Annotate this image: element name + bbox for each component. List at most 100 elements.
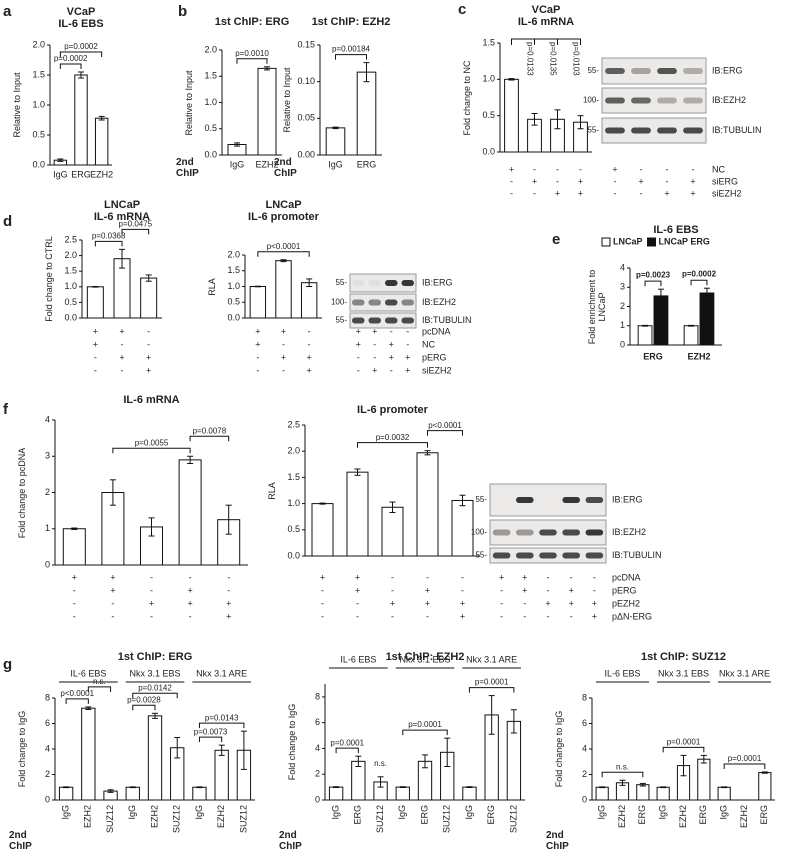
significance-bracket <box>690 279 708 286</box>
legend-label: LNCaP <box>613 236 643 246</box>
blot-band <box>631 127 651 134</box>
condition-sign: - <box>321 611 324 621</box>
condition-sign: - <box>406 339 409 349</box>
condition-sign: - <box>547 585 550 595</box>
bar <box>699 292 715 346</box>
y-axis-label: RLA <box>267 481 277 500</box>
condition-sign: - <box>640 188 643 198</box>
condition-sign: - <box>189 572 192 582</box>
blot-band <box>539 529 557 536</box>
bar <box>147 715 163 801</box>
group-label: Nkx 3.1 EBS <box>658 668 709 678</box>
condition-sign: - <box>593 585 596 595</box>
y-axis-label: Relative to Input <box>184 69 194 136</box>
condition-sign: - <box>614 176 617 186</box>
condition-label: pEZH2 <box>612 598 640 608</box>
chart-title: LNCaP <box>104 199 140 211</box>
blot-label: IB:TUBULIN <box>712 125 762 135</box>
group-label: IL-6 EBS <box>340 654 376 664</box>
y-tick-label: 1.5 <box>64 266 77 276</box>
blot-band <box>585 529 604 536</box>
x-tick-label: EZH2 <box>149 805 159 828</box>
x-tick-label: SUZ12 <box>172 805 182 833</box>
panel-letter: g <box>3 656 12 673</box>
blot-band <box>585 552 604 559</box>
blot-band <box>683 127 703 134</box>
significance-bracket <box>644 280 662 287</box>
significance-label: p=0.0073 <box>194 727 228 736</box>
x-tick-label: ERG <box>643 351 663 361</box>
x-tick-label: EZH2 <box>83 805 93 828</box>
panel-letter: d <box>3 213 12 230</box>
blot-band <box>657 97 677 104</box>
condition-sign: - <box>500 585 503 595</box>
y-tick-label: 2 <box>620 301 625 311</box>
blot-band <box>562 552 581 559</box>
blot-band <box>368 317 382 324</box>
x-tick-label: ERG <box>353 805 363 825</box>
condition-sign: - <box>256 365 259 375</box>
panel-letter: a <box>3 3 12 20</box>
y-tick-label: 1 <box>45 523 50 533</box>
chart-title: 1st ChIP: EZH2 <box>386 651 465 663</box>
bar <box>758 772 772 801</box>
y-tick-label: 6 <box>582 718 587 728</box>
y-axis-label: Fold change to IgG <box>287 703 297 781</box>
blot-band <box>401 317 415 324</box>
blot-band <box>515 529 534 536</box>
x-tick-label: SUZ12 <box>442 805 452 833</box>
blot-label: IB:EZH2 <box>612 527 646 537</box>
significance-bracket <box>59 51 103 57</box>
blot-marker: 55- <box>587 66 599 75</box>
condition-sign: - <box>547 572 550 582</box>
y-tick-label: 0.0 <box>32 159 45 169</box>
significance-bracket <box>335 747 359 754</box>
condition-sign: - <box>547 611 550 621</box>
condition-sign: - <box>373 339 376 349</box>
y-tick-label: 1 <box>620 320 625 330</box>
condition-sign: + <box>72 572 77 582</box>
condition-sign: - <box>357 352 360 362</box>
x-tick-label: SUZ12 <box>105 805 115 833</box>
bar <box>395 786 410 801</box>
blot-band <box>351 280 365 286</box>
condition-label: pΔN-ERG <box>612 611 652 621</box>
condition-sign: - <box>94 352 97 362</box>
blot-band <box>492 529 511 536</box>
bar <box>653 295 669 346</box>
condition-label: siERG <box>712 176 738 186</box>
condition-sign: + <box>320 572 325 582</box>
condition-sign: - <box>593 572 596 582</box>
blot-band <box>368 280 382 286</box>
blot-band <box>562 497 581 503</box>
condition-sign: + <box>146 352 151 362</box>
x-tick-label: IgG <box>597 805 607 820</box>
blot-band <box>368 299 382 306</box>
condition-sign: + <box>281 326 286 336</box>
condition-sign: - <box>391 611 394 621</box>
condition-sign: + <box>372 326 377 336</box>
x-tick-label: IgG <box>328 159 343 169</box>
condition-sign: + <box>578 176 583 186</box>
significance-bracket <box>427 430 463 436</box>
condition-sign: + <box>110 585 115 595</box>
chart-title: VCaP <box>532 4 561 16</box>
chart-title: VCaP <box>67 6 96 18</box>
condition-sign: - <box>73 598 76 608</box>
blot-band <box>631 97 651 104</box>
blot-band <box>585 497 604 503</box>
x-tick-label: ERG <box>419 805 429 825</box>
y-tick-label: 8 <box>45 692 50 702</box>
blot-label: IB:TUBULIN <box>612 550 662 560</box>
y-tick-label: 0.10 <box>297 76 315 86</box>
y-axis-label: Relative to Input <box>282 67 292 133</box>
y-tick-label: 0.5 <box>287 524 300 534</box>
y-tick-label: 4 <box>315 743 320 753</box>
x-tick-label: IgG <box>230 159 245 169</box>
significance-bracket <box>94 240 123 247</box>
y-tick-label: 1.0 <box>204 97 217 107</box>
significance-label: p=0.0002 <box>682 269 717 278</box>
condition-sign: - <box>461 585 464 595</box>
significance-label: p=0.0032 <box>376 433 410 442</box>
